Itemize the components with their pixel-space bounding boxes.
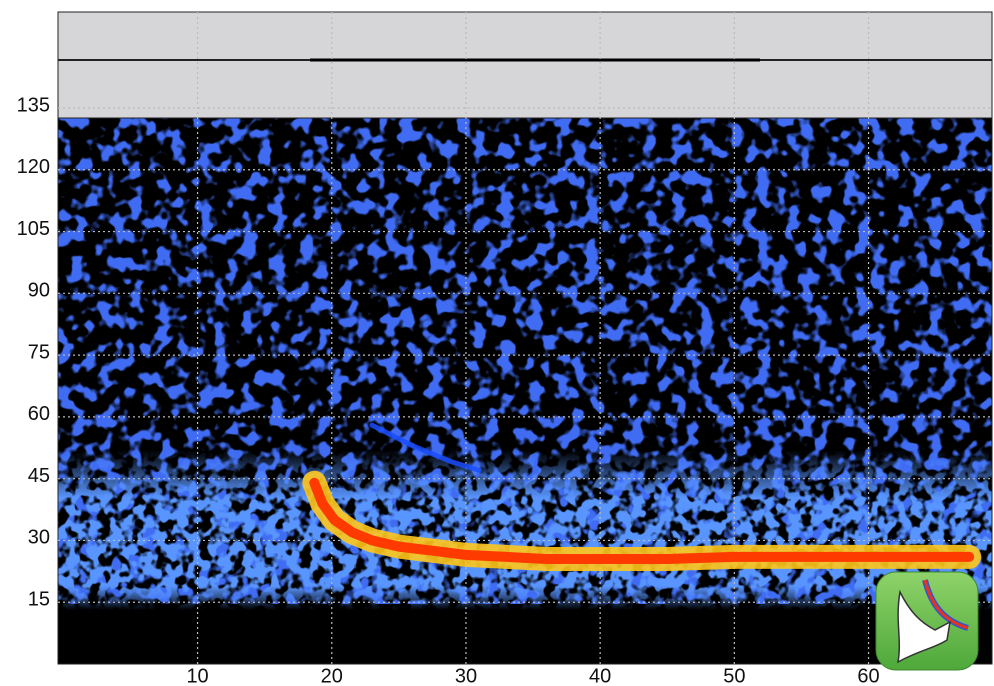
y-tick-label: 75 bbox=[28, 341, 50, 363]
y-tick-label: 60 bbox=[28, 403, 50, 425]
call-contour bbox=[309, 477, 975, 564]
y-tick-label: 30 bbox=[28, 527, 50, 549]
x-tick-label: 50 bbox=[723, 665, 745, 686]
y-tick-label: 105 bbox=[17, 218, 50, 240]
x-tick-label: 20 bbox=[321, 665, 343, 686]
y-tick-label: 15 bbox=[28, 589, 50, 611]
y-tick-label: 45 bbox=[28, 465, 50, 487]
x-tick-label: 60 bbox=[857, 665, 879, 686]
y-tick-label: 90 bbox=[28, 280, 50, 302]
x-tick-label: 40 bbox=[589, 665, 611, 686]
x-tick-label: 30 bbox=[455, 665, 477, 686]
grid bbox=[58, 12, 992, 664]
icon-curve-red bbox=[923, 579, 969, 630]
icon-bat bbox=[896, 589, 951, 664]
harmonic-contour bbox=[369, 422, 482, 473]
noise-band bbox=[58, 450, 992, 610]
app-icon bbox=[875, 571, 979, 671]
y-tick-label: 120 bbox=[17, 156, 50, 178]
x-tick-label: 10 bbox=[186, 665, 208, 686]
marks bbox=[302, 422, 982, 571]
plot-frame bbox=[57, 11, 993, 665]
y-tick-label: 135 bbox=[17, 94, 50, 116]
